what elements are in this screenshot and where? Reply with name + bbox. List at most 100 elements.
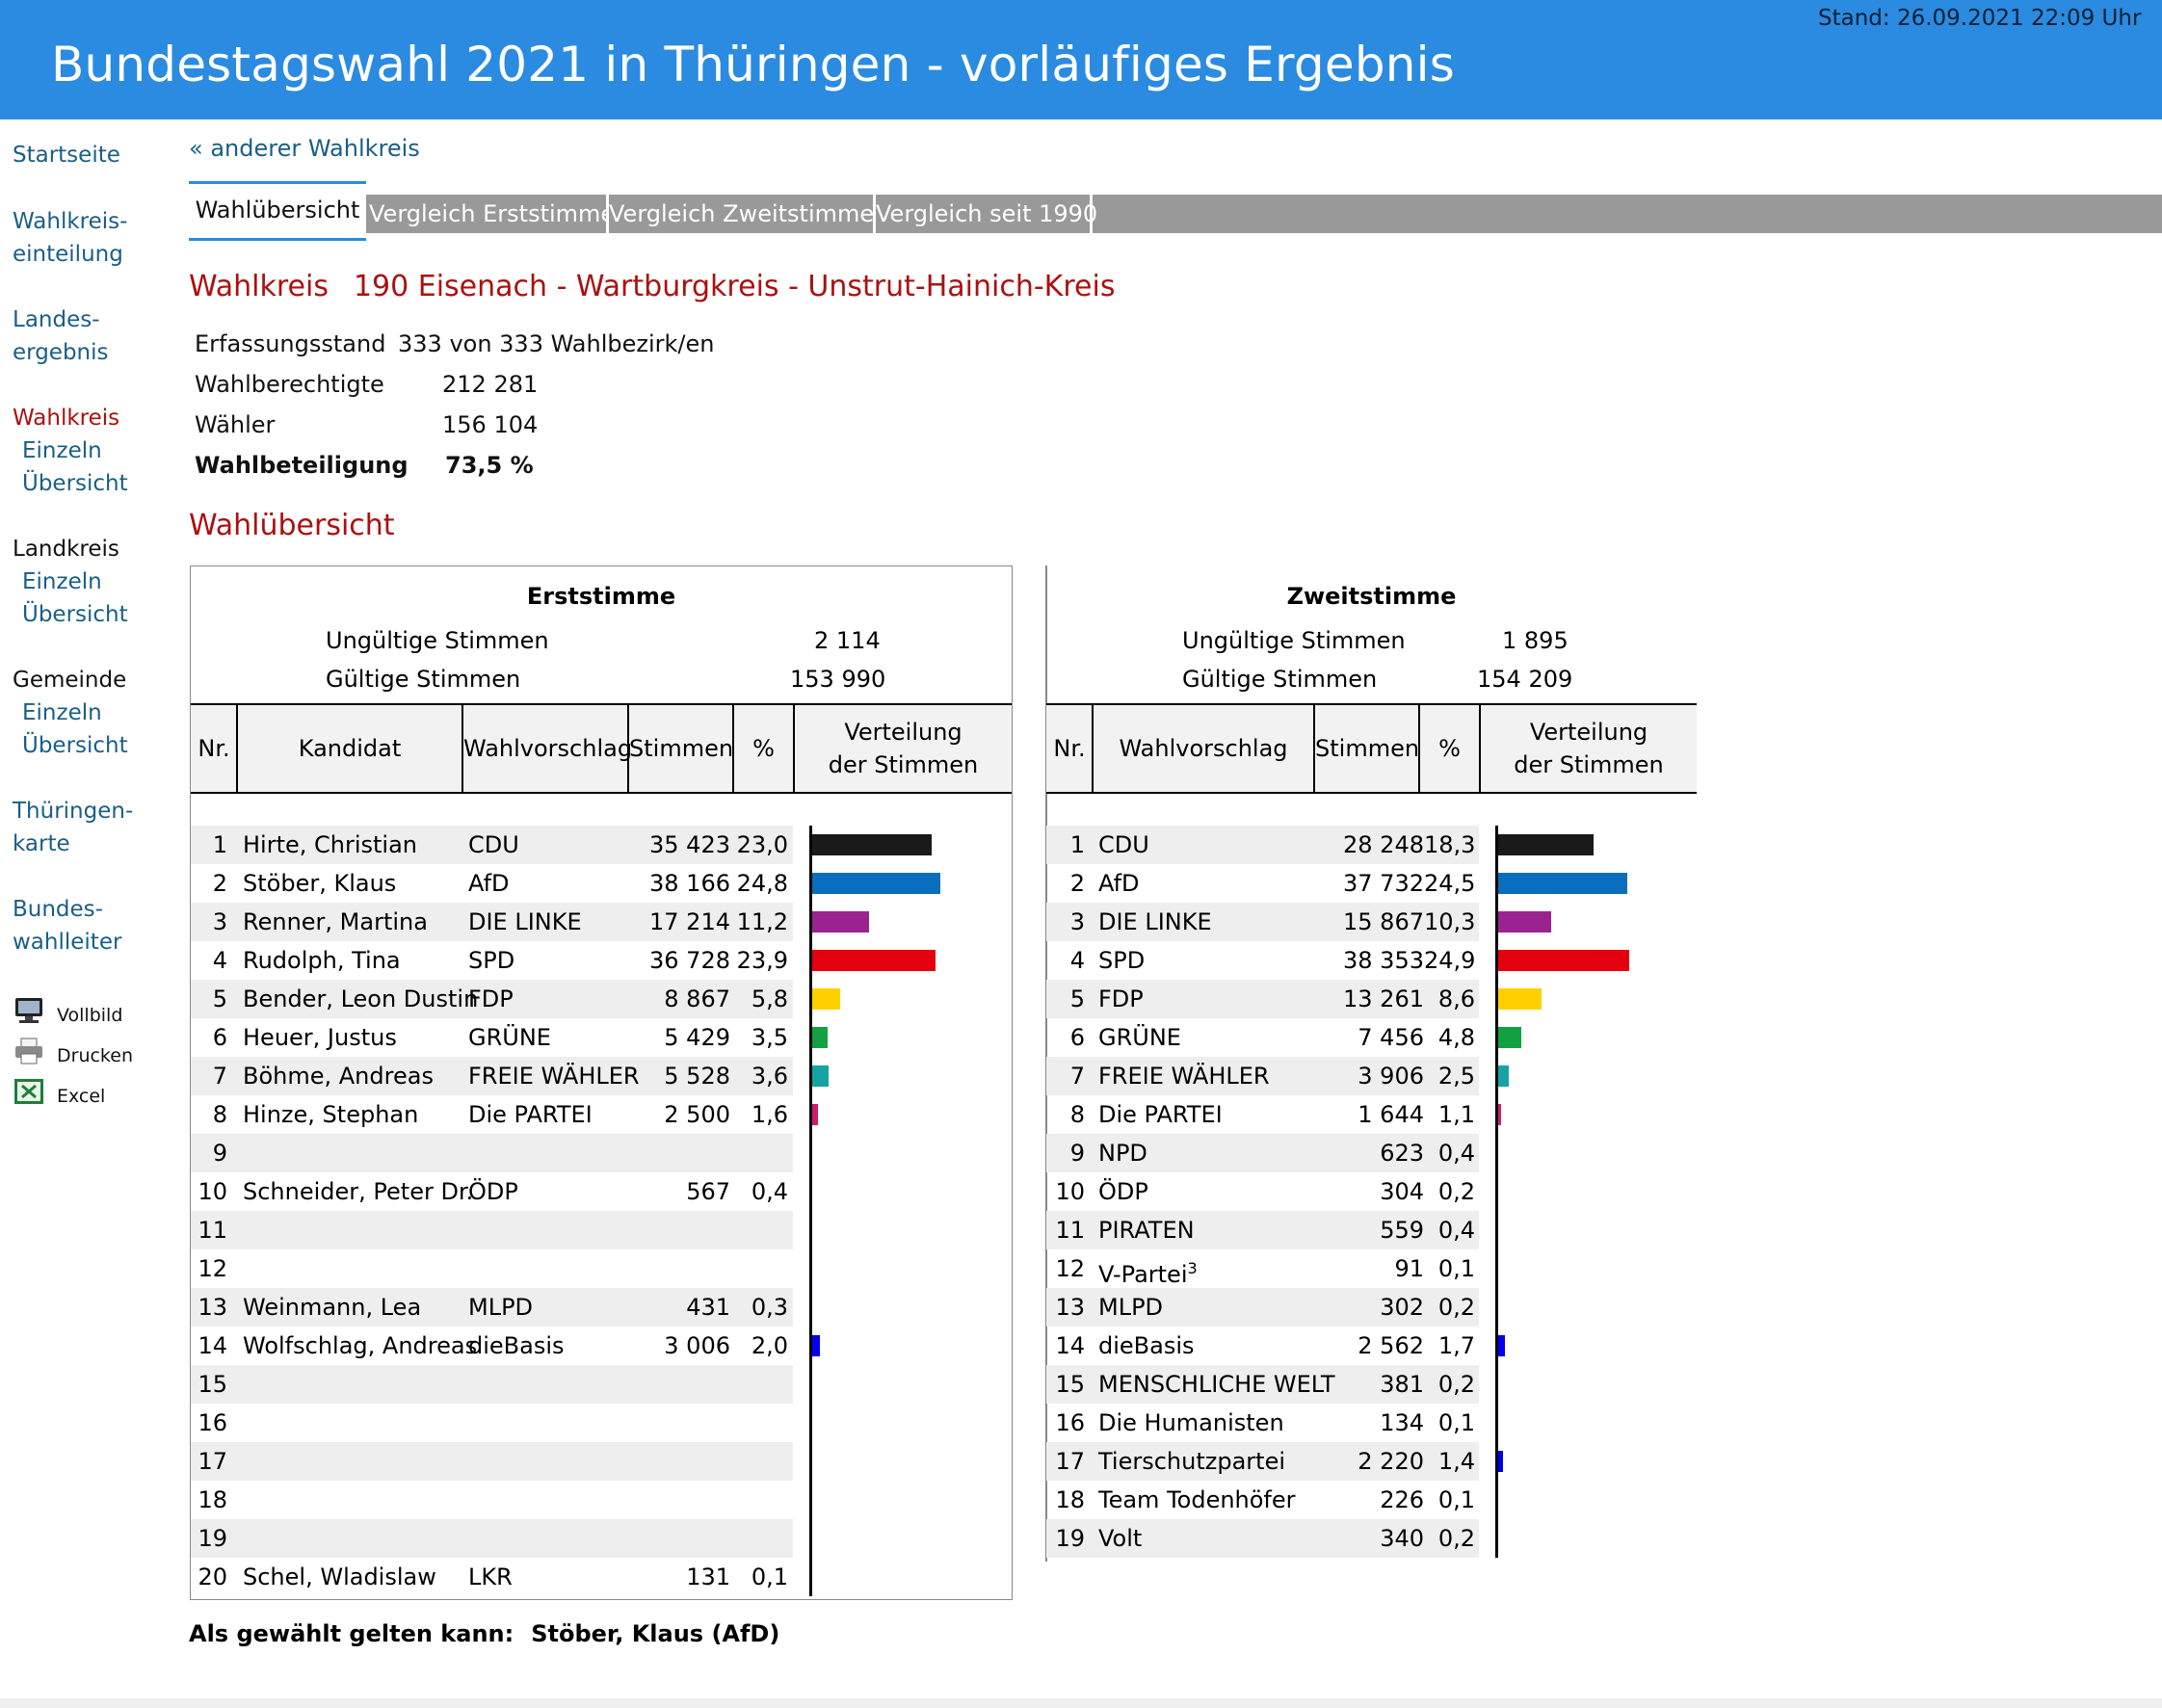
col-header-verteilung: Verteilung	[844, 719, 962, 746]
table-row: 19 Volt 340 0,2	[1046, 1519, 1479, 1558]
row-prozent: 23,9	[736, 947, 788, 974]
row-partei: Die PARTEI	[468, 1101, 593, 1128]
row-partei: FREIE WÄHLER	[1098, 1057, 1320, 1095]
sidebar-item-landesergebnis[interactable]: Landes-	[13, 307, 100, 332]
row-partei-name: MLPD	[1098, 1294, 1164, 1321]
row-stimmen: 15 867	[1343, 908, 1424, 935]
sidebar-item-wahlkreis-uebersicht[interactable]: Übersicht	[22, 471, 128, 496]
table-row: 7 FREIE WÄHLER 3 906 2,5	[1046, 1057, 1479, 1095]
row-prozent: 0,4	[1437, 1140, 1475, 1167]
row-nr: 2	[1069, 870, 1085, 897]
row-partei: Team Todenhöfer	[1098, 1481, 1320, 1519]
printer-icon	[15, 1038, 42, 1064]
erst-ungueltig-label: Ungültige Stimmen	[326, 627, 549, 654]
row-nr: 7	[212, 1063, 227, 1090]
table-row: 2 Stöber, Klaus AfD 38 166 24,8	[191, 864, 793, 903]
elected-value: Stöber, Klaus (AfD)	[531, 1620, 780, 1647]
row-partei: dieBasis	[1098, 1327, 1320, 1365]
row-nr: 4	[212, 947, 227, 974]
row-nr: 3	[212, 908, 227, 935]
row-stimmen: 3 906	[1358, 1063, 1424, 1090]
table-row: 10 Schneider, Peter Dr. ÖDP 567 0,4	[191, 1172, 793, 1211]
row-partei: SPD	[1098, 941, 1320, 980]
sidebar-item-bundeswahlleiter[interactable]: Bundes-	[13, 897, 103, 922]
sidebar-item-wahlkreiseinteilung-line2[interactable]: einteilung	[13, 242, 123, 267]
vote-bar	[809, 911, 869, 933]
row-kandidat: Schel, Wladislaw	[243, 1563, 436, 1590]
sidebar-item-thueringenkarte-line2[interactable]: karte	[13, 831, 70, 856]
vote-bar	[809, 873, 941, 894]
table-row: 3 DIE LINKE 15 867 10,3	[1046, 903, 1479, 941]
sidebar-item-thueringenkarte[interactable]: Thüringen-	[13, 799, 134, 824]
row-nr: 6	[1069, 1024, 1085, 1051]
zweit-ungueltig-value: 1 895	[1502, 627, 1569, 654]
row-prozent: 2,0	[751, 1332, 788, 1359]
rule	[1046, 792, 1697, 794]
rule	[461, 703, 463, 794]
row-prozent: 0,2	[1437, 1525, 1475, 1552]
row-nr: 4	[1069, 947, 1085, 974]
back-link[interactable]: « anderer Wahlkreis	[189, 135, 420, 162]
row-nr: 3	[1069, 908, 1085, 935]
sidebar-item-wahlkreiseinteilung[interactable]: Wahlkreis-	[13, 209, 128, 234]
sidebar-item-landkreis: Landkreis	[13, 537, 119, 562]
tab-vergleich-erststimme[interactable]: Vergleich Erststimme	[369, 195, 615, 233]
sidebar-item-wahlkreis: Wahlkreis	[13, 406, 120, 431]
sidebar-item-landesergebnis-line2[interactable]: ergebnis	[13, 340, 109, 365]
vote-bar	[1495, 950, 1630, 971]
rule	[1479, 703, 1481, 794]
row-partei: Volt	[1098, 1519, 1320, 1558]
table-row: 6 Heuer, Justus GRÜNE 5 429 3,5	[191, 1018, 793, 1057]
rule	[236, 703, 238, 794]
tab-wahluebersicht[interactable]: Wahlübersicht	[189, 181, 366, 241]
sidebar-item-startseite[interactable]: Startseite	[13, 143, 120, 168]
sidebar-item-gemeinde-einzeln[interactable]: Einzeln	[22, 700, 102, 725]
row-partei: dieBasis	[468, 1332, 565, 1359]
sidebar-item-wahlkreis-einzeln[interactable]: Einzeln	[22, 438, 102, 463]
row-prozent: 11,2	[736, 908, 788, 935]
row-partei-name: AfD	[1098, 870, 1140, 897]
sidebar-item-landkreis-einzeln[interactable]: Einzeln	[22, 569, 102, 594]
row-nr: 10	[198, 1178, 227, 1205]
tab-vergleich-seit-1990[interactable]: Vergleich seit 1990	[876, 195, 1097, 233]
row-prozent: 0,2	[1437, 1294, 1475, 1321]
table-row: 3 Renner, Martina DIE LINKE 17 214 11,2	[191, 903, 793, 941]
col-header-wahlvorschlag: Wahlvorschlag	[463, 735, 633, 762]
rule	[1313, 703, 1315, 794]
wahlbeteiligung-value: 73,5 %	[445, 452, 534, 479]
table-row: 1 CDU 28 248 18,3	[1046, 826, 1479, 864]
row-stimmen: 623	[1380, 1140, 1424, 1167]
row-nr: 5	[212, 985, 227, 1012]
excel-label: Excel	[57, 1086, 106, 1107]
row-stimmen: 7 456	[1358, 1024, 1424, 1051]
vote-bar	[1495, 1104, 1502, 1125]
sidebar-item-bundeswahlleiter-line2[interactable]: wahlleiter	[13, 930, 122, 955]
row-partei: MLPD	[468, 1294, 534, 1321]
tab-vergleich-zweitstimme[interactable]: Vergleich Zweitstimme	[609, 195, 874, 233]
col-header-verteilung-line2: der Stimmen	[1514, 751, 1664, 778]
row-prozent: 0,4	[751, 1178, 788, 1205]
row-partei	[468, 1519, 632, 1558]
row-kandidat: Weinmann, Lea	[243, 1294, 422, 1321]
row-partei: Tierschutzpartei	[1098, 1442, 1320, 1481]
elected-line: Als gewählt gelten kann: Stöber, Klaus (A…	[189, 1620, 779, 1647]
row-prozent: 23,0	[736, 831, 788, 858]
sidebar-item-landkreis-uebersicht[interactable]: Übersicht	[22, 602, 128, 627]
vollbild-label: Vollbild	[57, 1005, 123, 1026]
sidebar-item-gemeinde: Gemeinde	[13, 668, 127, 693]
row-stimmen: 3 006	[664, 1332, 730, 1359]
row-partei-name: GRÜNE	[1098, 1024, 1181, 1051]
vote-bar	[1495, 911, 1551, 933]
zweit-ungueltig-label: Ungültige Stimmen	[1182, 627, 1406, 654]
row-nr: 14	[1055, 1332, 1085, 1359]
sidebar-item-gemeinde-uebersicht[interactable]: Übersicht	[22, 733, 128, 758]
row-partei	[468, 1249, 632, 1288]
col-header-stimmen: Stimmen	[629, 735, 734, 762]
rule	[732, 703, 734, 794]
row-kandidat	[243, 1134, 464, 1172]
row-partei	[468, 1134, 632, 1172]
col-header-verteilung: Verteilung	[1529, 719, 1648, 746]
row-kandidat	[243, 1404, 464, 1442]
table-row: 1 Hirte, Christian CDU 35 423 23,0	[191, 826, 793, 864]
row-stimmen	[624, 1134, 730, 1172]
